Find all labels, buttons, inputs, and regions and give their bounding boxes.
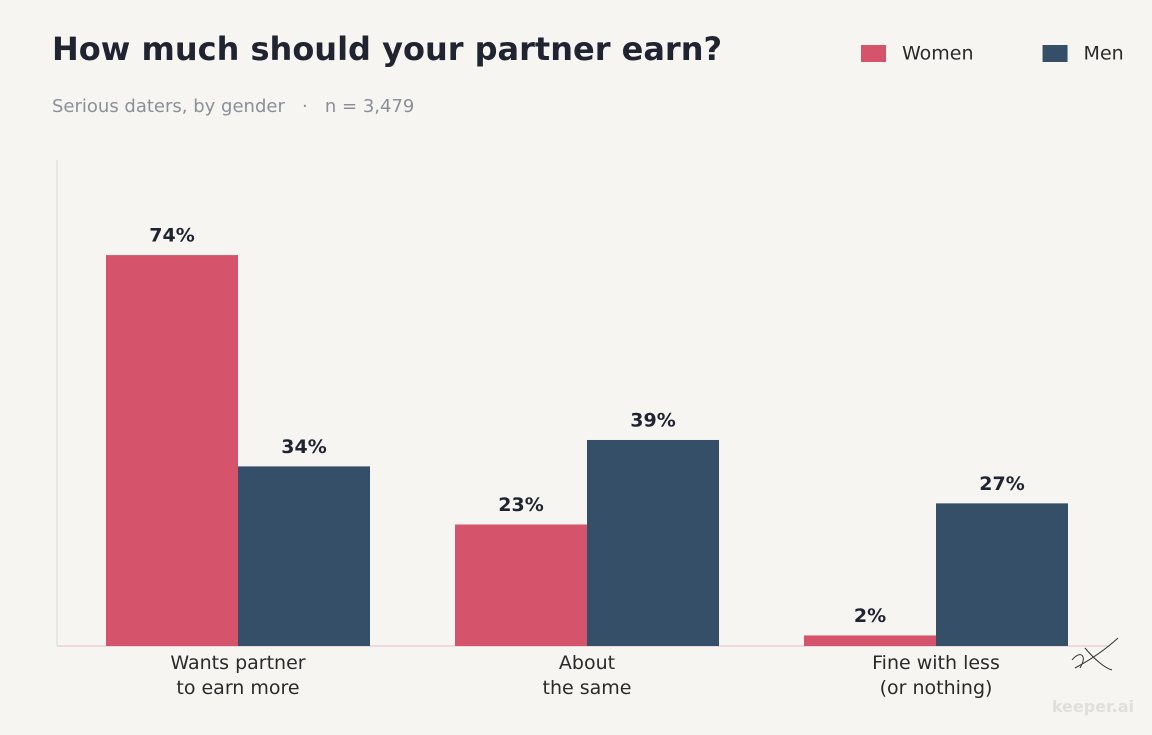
bar — [238, 466, 370, 646]
watermark: keeper.ai — [1051, 697, 1134, 716]
chart-title: How much should your partner earn? — [52, 30, 723, 68]
bar — [106, 255, 238, 646]
x-tick-label: Fine with less (or nothing) — [872, 652, 1000, 699]
data-label: 27% — [979, 473, 1024, 495]
legend-label: Men — [1084, 43, 1124, 65]
chart-subtitle: Serious daters, by gender · n = 3,479 — [52, 96, 415, 117]
bar — [804, 635, 936, 646]
data-label: 74% — [149, 225, 194, 247]
legend-label: Women — [902, 43, 974, 65]
data-label: 23% — [498, 494, 543, 516]
legend-swatch — [861, 45, 886, 62]
logo-signature — [1071, 637, 1119, 671]
data-label: 2% — [854, 605, 886, 627]
legend-swatch — [1042, 45, 1068, 62]
x-tick-label: Wants partner to earn more — [170, 652, 306, 699]
bar — [455, 524, 587, 646]
bar — [587, 439, 719, 646]
bar — [936, 503, 1068, 646]
x-tick-label: About the same — [542, 652, 632, 699]
data-label: 39% — [630, 409, 675, 431]
data-label: 34% — [281, 436, 326, 458]
